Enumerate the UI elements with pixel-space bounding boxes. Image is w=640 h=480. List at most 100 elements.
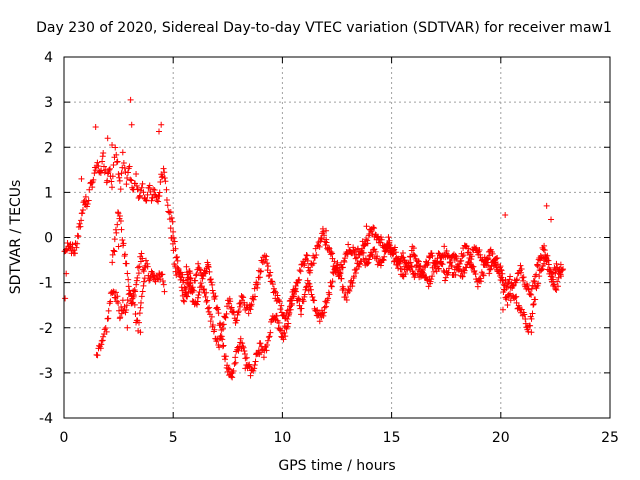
data-point (239, 340, 246, 347)
data-point (468, 253, 475, 260)
data-point (106, 167, 113, 174)
data-point (316, 243, 323, 250)
data-point (518, 306, 525, 313)
data-point (298, 261, 305, 268)
data-point (208, 313, 215, 320)
data-point (74, 232, 81, 239)
data-point (200, 286, 207, 293)
data-point (326, 291, 333, 298)
data-point (284, 315, 291, 322)
data-point (411, 253, 418, 260)
data-point (318, 236, 325, 243)
data-point (257, 268, 264, 275)
data-point (67, 241, 74, 248)
data-point (187, 270, 194, 277)
data-point (105, 315, 112, 322)
data-point (82, 193, 89, 200)
data-point (529, 282, 536, 289)
data-point (530, 300, 537, 307)
data-point (140, 282, 147, 289)
data-point (155, 198, 162, 205)
data-point (461, 267, 468, 274)
data-point (308, 291, 315, 298)
data-point (492, 255, 499, 262)
data-point (227, 305, 234, 312)
data-point (222, 314, 229, 321)
data-point (417, 263, 424, 270)
data-point (263, 253, 270, 260)
y-tick-label: 0 (44, 231, 53, 247)
data-points (61, 96, 567, 381)
data-point (385, 234, 392, 241)
data-point (545, 257, 552, 264)
data-point (446, 265, 453, 272)
data-point (220, 342, 227, 349)
data-point (517, 262, 524, 269)
data-point (123, 181, 130, 188)
data-point (499, 306, 506, 313)
data-point (339, 264, 346, 271)
data-point (124, 297, 131, 304)
data-point (392, 249, 399, 256)
data-point (309, 293, 316, 300)
data-point (320, 312, 327, 319)
data-point (76, 220, 83, 227)
data-point (113, 229, 120, 236)
data-point (114, 293, 121, 300)
data-point (203, 289, 210, 296)
data-point (78, 175, 85, 182)
data-point (207, 318, 214, 325)
data-point (197, 266, 204, 273)
data-point (125, 283, 132, 290)
data-point (236, 303, 243, 310)
data-point (455, 267, 462, 274)
data-point (346, 288, 353, 295)
data-point (108, 178, 115, 185)
data-point (98, 337, 105, 344)
data-point (543, 202, 550, 209)
data-point (544, 252, 551, 259)
data-point (104, 170, 111, 177)
data-point (242, 355, 249, 362)
data-point (109, 259, 116, 266)
data-point (158, 121, 165, 128)
data-point (442, 277, 449, 284)
data-point (78, 217, 85, 224)
data-point (223, 310, 230, 317)
data-point (560, 266, 567, 273)
data-point (141, 275, 148, 282)
data-point (345, 286, 352, 293)
data-point (266, 333, 273, 340)
data-point (322, 303, 329, 310)
data-point (307, 286, 314, 293)
data-point (331, 258, 338, 265)
data-point (139, 288, 146, 295)
data-point (280, 336, 287, 343)
data-point (71, 250, 78, 257)
data-point (84, 201, 91, 208)
data-point (517, 269, 524, 276)
data-point (120, 240, 127, 247)
data-point (328, 249, 335, 256)
data-point (453, 255, 460, 262)
data-point (529, 310, 536, 317)
data-point (89, 184, 96, 191)
data-point (320, 228, 327, 235)
data-point (251, 365, 258, 372)
data-point (554, 278, 561, 285)
data-point (104, 177, 111, 184)
data-point (307, 267, 314, 274)
data-point (288, 297, 295, 304)
data-point (251, 293, 258, 300)
data-point (231, 360, 238, 367)
data-point (144, 191, 151, 198)
data-point (136, 192, 143, 199)
data-point (126, 287, 133, 294)
data-point (317, 234, 324, 241)
data-point (113, 151, 120, 158)
data-point (422, 258, 429, 265)
data-point (392, 244, 399, 251)
data-point (507, 273, 514, 280)
data-point (216, 344, 223, 351)
data-point (130, 287, 137, 294)
